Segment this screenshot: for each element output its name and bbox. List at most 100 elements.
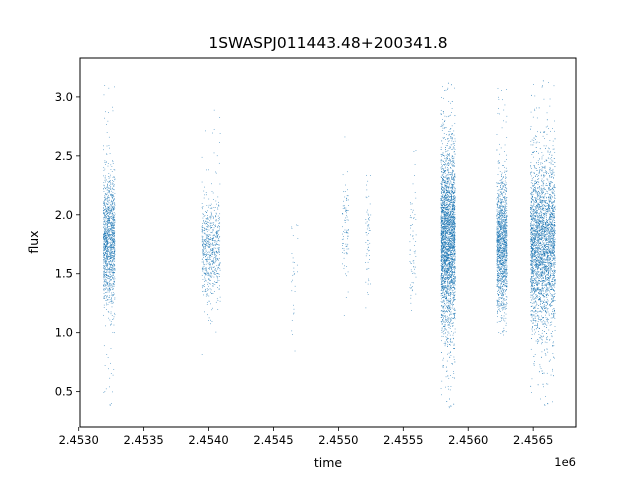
data-point xyxy=(201,258,203,260)
data-point xyxy=(203,250,204,252)
data-point xyxy=(112,222,113,224)
data-point xyxy=(449,265,450,267)
data-point xyxy=(445,175,447,176)
data-point xyxy=(442,292,444,293)
data-point xyxy=(113,236,114,238)
data-point xyxy=(450,133,452,135)
data-point xyxy=(107,120,109,122)
data-point xyxy=(449,216,450,218)
data-point xyxy=(453,216,454,218)
data-point xyxy=(445,233,446,234)
data-point xyxy=(452,323,453,324)
data-point xyxy=(445,241,446,243)
data-point xyxy=(213,128,215,130)
data-point xyxy=(453,210,455,212)
data-point xyxy=(442,205,443,207)
data-point xyxy=(450,302,452,304)
data-point xyxy=(216,203,217,205)
data-point xyxy=(205,223,207,225)
data-point xyxy=(441,229,443,231)
data-point xyxy=(107,165,109,167)
data-point xyxy=(368,217,370,218)
data-point xyxy=(104,247,106,249)
data-point xyxy=(440,206,442,208)
data-point xyxy=(108,177,110,179)
data-point xyxy=(412,273,413,274)
data-point xyxy=(112,270,113,272)
data-point xyxy=(453,232,454,234)
data-point xyxy=(108,251,110,252)
data-point xyxy=(449,182,451,184)
data-point xyxy=(111,238,113,240)
data-point xyxy=(110,182,112,184)
data-point xyxy=(111,221,113,223)
data-point xyxy=(444,271,445,273)
data-point xyxy=(109,247,111,249)
data-point xyxy=(444,315,446,316)
data-point xyxy=(440,320,442,322)
data-point xyxy=(446,254,448,256)
data-point xyxy=(453,196,455,198)
data-point xyxy=(108,288,110,289)
data-point xyxy=(202,225,203,226)
data-point xyxy=(214,269,215,271)
data-point xyxy=(216,220,217,222)
data-point xyxy=(105,261,107,263)
data-point xyxy=(368,233,369,234)
data-point xyxy=(111,248,112,250)
data-point xyxy=(444,343,446,345)
data-point xyxy=(440,261,442,262)
data-point xyxy=(452,292,454,294)
data-point xyxy=(113,199,114,201)
data-point xyxy=(442,223,444,225)
data-point xyxy=(112,183,113,185)
data-point xyxy=(111,237,112,239)
data-point xyxy=(446,228,448,230)
data-point xyxy=(342,208,344,209)
data-point xyxy=(112,183,114,185)
data-point xyxy=(454,328,456,330)
data-point xyxy=(109,216,111,218)
data-point xyxy=(441,283,443,284)
data-point xyxy=(218,249,220,251)
data-point xyxy=(109,153,111,155)
data-point xyxy=(453,238,454,240)
data-point xyxy=(447,287,449,289)
data-point xyxy=(451,259,453,261)
data-point xyxy=(454,276,456,278)
data-point xyxy=(204,290,206,292)
data-point xyxy=(207,234,208,236)
data-point xyxy=(449,153,450,154)
data-point xyxy=(113,217,115,218)
data-point xyxy=(451,220,452,221)
data-point xyxy=(441,188,442,190)
data-point xyxy=(440,191,442,192)
data-point xyxy=(446,179,448,181)
data-point xyxy=(112,286,114,287)
data-point xyxy=(216,298,218,300)
data-point xyxy=(446,213,448,214)
data-point xyxy=(448,222,450,224)
data-point xyxy=(448,321,449,322)
data-point xyxy=(449,266,451,268)
data-point xyxy=(446,245,447,247)
data-point xyxy=(113,209,114,210)
data-point xyxy=(213,263,215,264)
data-point xyxy=(450,251,452,253)
data-point xyxy=(453,313,455,314)
data-point xyxy=(448,305,450,307)
data-point xyxy=(213,266,215,268)
data-point xyxy=(452,204,454,206)
data-point xyxy=(111,194,112,195)
data-point xyxy=(110,250,111,251)
data-point xyxy=(205,228,207,230)
data-point xyxy=(104,230,106,232)
data-point xyxy=(410,262,411,264)
data-point xyxy=(208,285,209,287)
data-point xyxy=(448,388,449,390)
data-point xyxy=(108,238,110,239)
data-point xyxy=(445,227,447,229)
data-point xyxy=(446,272,448,274)
data-point xyxy=(442,279,444,281)
data-point xyxy=(103,185,105,187)
